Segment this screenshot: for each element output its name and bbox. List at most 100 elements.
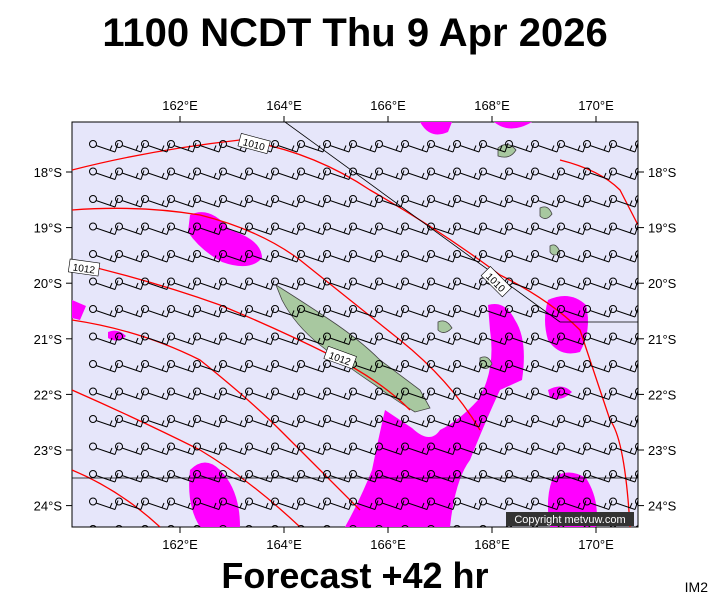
barb-flag [369,145,373,151]
barb-station [89,277,97,286]
barb-flag [370,531,372,536]
wind-barb [401,525,427,538]
barb-shaft [147,227,168,235]
barb-station [453,360,461,368]
wind-barb [89,332,119,345]
rain-area [188,212,262,267]
barb-flag [395,392,399,398]
barb-shaft [433,337,454,345]
wind-barb [297,387,327,400]
barb-station [89,305,97,313]
barb-station [453,415,461,423]
barb-flag [244,197,249,208]
barb-flag [400,500,405,510]
barb-flag [114,170,119,180]
barb-flag [478,335,483,345]
barb-flag [218,445,223,455]
barb-flag [478,500,483,510]
barb-flag [395,255,399,261]
barb-shaft [277,365,298,373]
barb-flag [115,528,118,537]
barb-station [375,167,383,176]
barb-flag [447,337,451,343]
barb-shaft [199,475,220,483]
barb-shaft [459,447,480,455]
barb-flag [395,420,399,426]
wind-barb [557,470,587,483]
barb-flag [135,255,139,261]
barb-flag [608,472,613,483]
wind-barb [349,277,379,290]
barb-station [271,497,279,506]
barb-flag [577,475,581,481]
barb-station [375,415,383,423]
barb-flag [135,227,139,233]
barb-shaft [433,282,454,290]
barb-shaft [147,392,168,400]
wind-barb [427,277,457,290]
barb-flag [161,502,165,508]
barb-flag [426,472,431,483]
barb-station [401,167,409,176]
wind-barb [297,470,327,483]
barb-station [167,497,175,506]
barb-shaft [199,172,220,180]
barb-flag [395,365,399,371]
barb-station [531,305,539,313]
barb-flag [109,475,113,481]
barb-shaft [277,227,298,235]
barb-flag [114,307,119,318]
barb-station [349,332,357,341]
barb-shaft [95,255,116,263]
barb-station [427,277,435,286]
barb-station [323,497,331,506]
barb-station [635,305,638,313]
wind-barb [193,140,223,153]
barb-shaft [407,447,428,455]
barb-flag [608,252,613,263]
barb-station [141,277,149,286]
barb-flag [634,500,638,510]
barb-shaft [433,200,454,208]
wind-barb [167,387,197,400]
wind-barb [427,195,457,208]
barb-station [115,497,123,506]
barb-flag [577,227,581,233]
barb-flag [187,420,191,426]
barb-station [89,360,97,368]
barb-shaft [459,227,480,235]
barb-flag [661,253,664,262]
barb-flag [603,502,607,508]
barb-station [505,387,513,396]
barb-station [635,167,638,176]
barb-station [401,332,409,341]
wind-barb [583,140,613,153]
barb-shaft [251,447,272,455]
barb-shaft [408,531,427,538]
barb-shaft [485,337,506,345]
barb-shaft [147,145,168,153]
barb-flag [322,500,327,510]
wind-barb [609,195,638,208]
barb-shaft [589,502,610,510]
wind-barb [297,442,327,455]
barb-flag [504,307,509,318]
barb-shaft [303,310,324,318]
barb-flag [525,282,529,288]
barb-station [141,525,149,527]
barb-shaft [225,255,246,263]
barb-shaft [485,227,506,235]
barb-shaft [121,282,142,290]
wind-barb [89,277,119,290]
barb-station [219,332,227,341]
barb-station [583,497,591,506]
barb-flag [656,146,658,151]
barb-flag [140,197,145,208]
wind-barb [479,470,509,483]
barb-flag [635,528,638,537]
barb-station [245,525,253,527]
barb-flag [166,142,171,153]
barb-station [505,305,513,313]
wind-barb [271,167,301,180]
barb-flag [400,472,405,483]
